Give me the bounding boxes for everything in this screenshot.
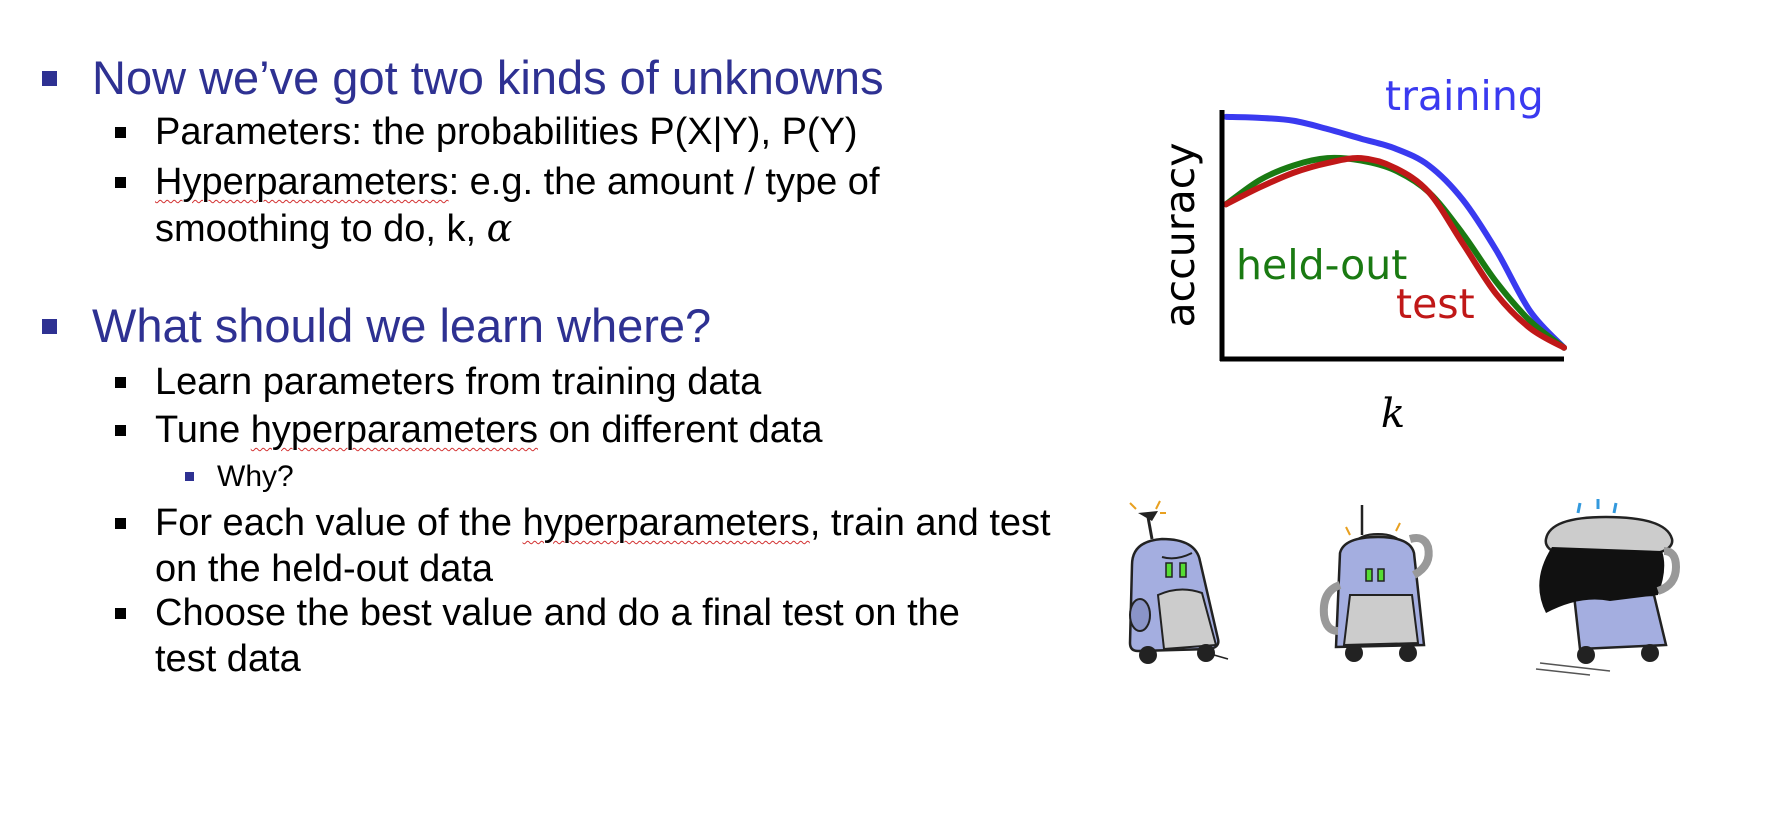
bullet-marker (115, 177, 126, 188)
series-line-test (1223, 155, 1567, 351)
bullet-marker (115, 608, 126, 619)
robots-icon (1128, 499, 1681, 676)
spellcheck-word: hyperparameters (250, 409, 539, 451)
legend-label-test: test (1396, 280, 1475, 328)
series-line-training (1223, 113, 1567, 351)
bullet-marker (115, 377, 126, 388)
chart-curves (1223, 113, 1567, 351)
legend-label-training: training (1385, 72, 1544, 120)
bullet-text: What should we learn where? (92, 299, 712, 352)
bullet-text: Hyperparameters: e.g. the amount / type … (155, 159, 1015, 252)
robot-icon (1535, 499, 1681, 676)
x-axis-label: k (1381, 391, 1405, 437)
robot-icon (1319, 505, 1433, 662)
bullet-marker (185, 472, 194, 481)
bullet-marker (115, 127, 126, 138)
spellcheck-word: hyperparameters (522, 502, 810, 544)
bullet-text: For each value of the hyperparameters, t… (155, 500, 1055, 592)
robot-icon (1128, 500, 1229, 664)
bullet-text: Now we’ve got two kinds of unknowns (92, 51, 884, 104)
bullet-marker (115, 518, 126, 529)
bullet-text: Why? (217, 460, 294, 493)
bullet-text-pre: Tune (155, 409, 251, 451)
bullet-text-post: , train and test on the held-out data (155, 502, 1051, 590)
bullet-text-pre: For each value of the (155, 502, 523, 544)
bullet-text-post: on different data (538, 409, 823, 451)
bullet-text: Learn parameters from training data (155, 361, 762, 403)
bullet-marker (115, 425, 126, 436)
y-axis-label: accuracy (1156, 143, 1204, 328)
bullet-marker (42, 319, 57, 334)
bullet-text-rest: : e.g. the amount / type of smoothing to… (155, 161, 880, 250)
alpha-symbol: α (486, 206, 513, 250)
bullet-text: Tune hyperparameters on different data (155, 407, 1035, 453)
bullet-text: Choose the best value and do a final tes… (155, 592, 960, 680)
spellcheck-word: Hyperparameters (155, 161, 449, 203)
bullet-text: Parameters: the probabilities P(X|Y), P(… (155, 111, 858, 153)
accuracy-chart: training held-out test accuracy k (1156, 72, 1567, 437)
legend-label-held-out: held-out (1236, 241, 1407, 289)
bullet-marker (42, 71, 57, 86)
